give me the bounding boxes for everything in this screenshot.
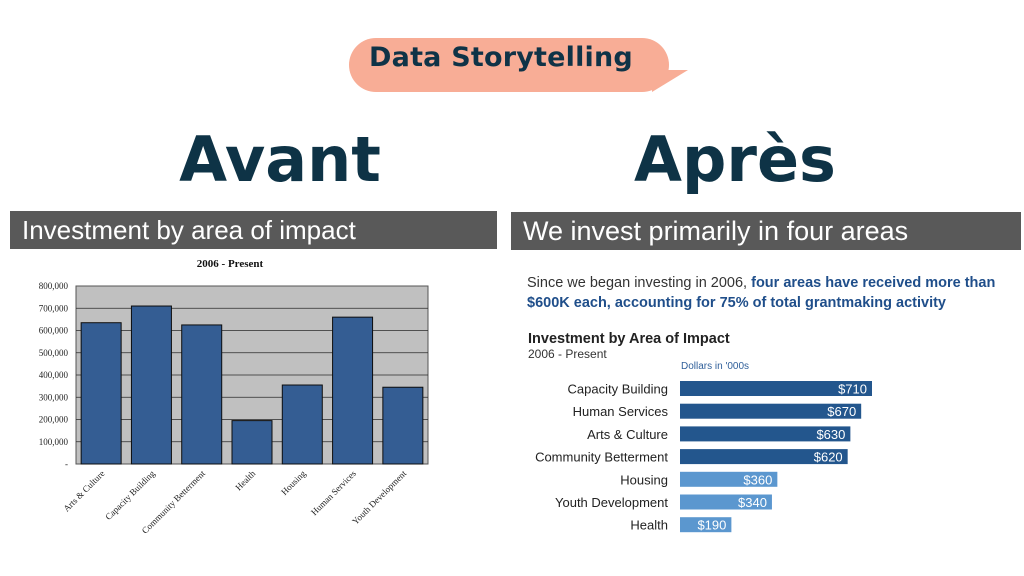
y-tick-label: 100,000 xyxy=(39,437,69,447)
y-tick-label: 400,000 xyxy=(39,370,69,380)
tag-label: Data Storytelling xyxy=(369,42,633,73)
bar xyxy=(680,517,732,533)
after-banner: We invest primarily in four areas xyxy=(511,212,1021,250)
bar xyxy=(231,420,273,465)
after-heading: Après xyxy=(634,123,836,196)
y-tick-label: 300,000 xyxy=(39,392,69,402)
y-tick-label: 600,000 xyxy=(39,326,69,336)
old-chart-title: 2006 - Present xyxy=(196,258,264,270)
tag-bubble-tail xyxy=(652,70,688,92)
value-label: $190 xyxy=(697,518,726,533)
new-chart-title: Investment by Area of Impact xyxy=(528,331,730,347)
bar xyxy=(680,494,772,510)
category-label: Health xyxy=(630,518,668,533)
tag-bubble xyxy=(349,38,669,92)
bar xyxy=(332,316,374,465)
category-label: Capacity Building xyxy=(568,382,668,397)
subtitle-plain: Since we began investing in 2006, xyxy=(527,275,752,291)
bar xyxy=(680,381,872,396)
after-subtitle: Since we began investing in 2006, four a… xyxy=(527,273,1017,313)
category-label: Youth Development xyxy=(555,495,668,510)
new-chart-subtitle: 2006 - Present xyxy=(528,347,607,361)
bar xyxy=(680,449,848,465)
y-tick-label: 700,000 xyxy=(39,303,69,313)
bar xyxy=(382,386,424,465)
bar xyxy=(281,384,323,465)
y-tick-label: - xyxy=(65,459,68,469)
bar xyxy=(181,324,223,465)
before-banner: Investment by area of impact xyxy=(10,211,497,249)
category-label: Community Betterment xyxy=(535,450,668,465)
bar xyxy=(130,305,172,465)
bar xyxy=(680,403,862,419)
category-label: Human Services xyxy=(573,404,669,419)
value-label: $360 xyxy=(743,472,772,487)
y-tick-label: 500,000 xyxy=(39,348,69,358)
before-heading: Avant xyxy=(179,123,381,196)
y-tick-label: 200,000 xyxy=(39,415,69,425)
category-label: Housing xyxy=(620,472,668,487)
value-label: $710 xyxy=(838,382,867,397)
value-label: $340 xyxy=(738,495,767,510)
bar xyxy=(80,322,122,465)
bar xyxy=(680,471,778,487)
bar xyxy=(680,426,851,442)
new-chart-units: Dollars in '000s xyxy=(681,361,750,372)
value-label: $630 xyxy=(816,427,845,442)
category-label: Arts & Culture xyxy=(587,427,668,442)
subtitle-highlight: four areas have received more than $600K… xyxy=(527,275,996,311)
value-label: $670 xyxy=(827,404,856,419)
value-label: $620 xyxy=(814,450,843,465)
y-tick-label: 800,000 xyxy=(39,281,69,291)
